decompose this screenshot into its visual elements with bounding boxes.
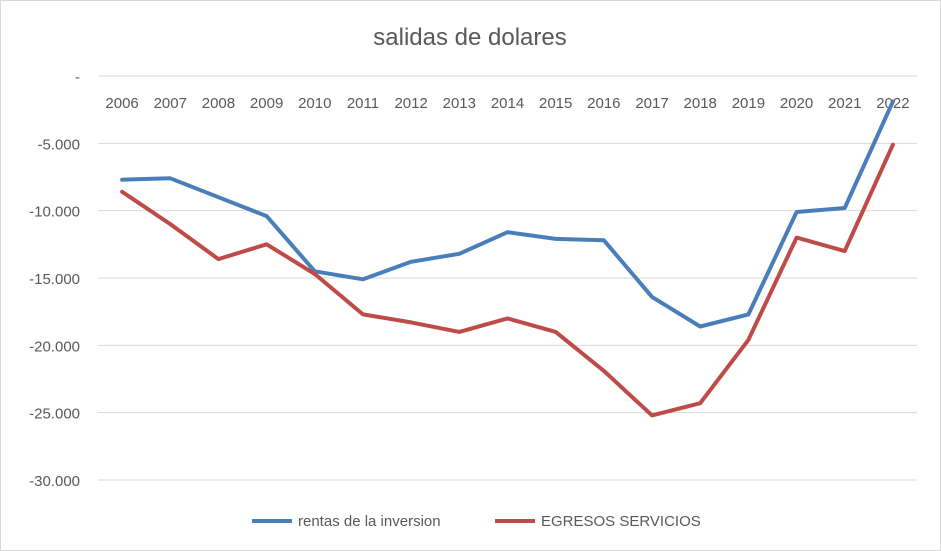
legend: rentas de la inversion EGRESOS SERVICIOS: [252, 513, 701, 530]
chart-title: salidas de dolares: [373, 24, 566, 51]
x-tick-label: 2012: [394, 95, 427, 112]
y-tick-label: -20.000: [29, 338, 80, 355]
y-tick-label: -: [75, 69, 80, 86]
y-tick-label: -10.000: [29, 204, 80, 221]
x-tick-label: 2006: [105, 95, 138, 112]
y-tick-label: -15.000: [29, 271, 80, 288]
series-lines: [120, 99, 895, 418]
x-tick-label: 2015: [539, 95, 572, 112]
x-tick-label: 2014: [491, 95, 524, 112]
x-tick-label: 2011: [347, 95, 379, 112]
y-tick-label: -25.000: [29, 406, 80, 423]
y-tick-label: -5.000: [37, 136, 80, 153]
series-line-1: [120, 142, 895, 418]
x-tick-label: 2017: [635, 95, 668, 112]
x-tick-label: 2018: [684, 95, 717, 112]
legend-label-1: EGRESOS SERVICIOS: [541, 513, 701, 530]
legend-label-0: rentas de la inversion: [298, 513, 441, 530]
y-tick-label: -30.000: [29, 473, 80, 490]
x-tick-label: 2010: [298, 95, 331, 112]
x-tick-label: 2013: [443, 95, 476, 112]
x-tick-label: 2021: [828, 95, 861, 112]
y-axis-tick-labels: - -5.000 -10.000 -15.000 -20.000 -25.000 -30.0…: [29, 69, 80, 490]
x-tick-label: 2019: [732, 95, 765, 112]
x-axis-tick-labels: 2006 2007 2008 2009 2010 2011 2012 2013 2014 2015…: [105, 95, 909, 112]
x-tick-label: 2020: [780, 95, 813, 112]
series-line-0: [120, 99, 895, 329]
x-tick-label: 2008: [202, 95, 235, 112]
x-tick-label: 2007: [154, 95, 187, 112]
x-tick-label: 2016: [587, 95, 620, 112]
gridlines: [98, 75, 917, 481]
x-tick-label: 2009: [250, 95, 283, 112]
